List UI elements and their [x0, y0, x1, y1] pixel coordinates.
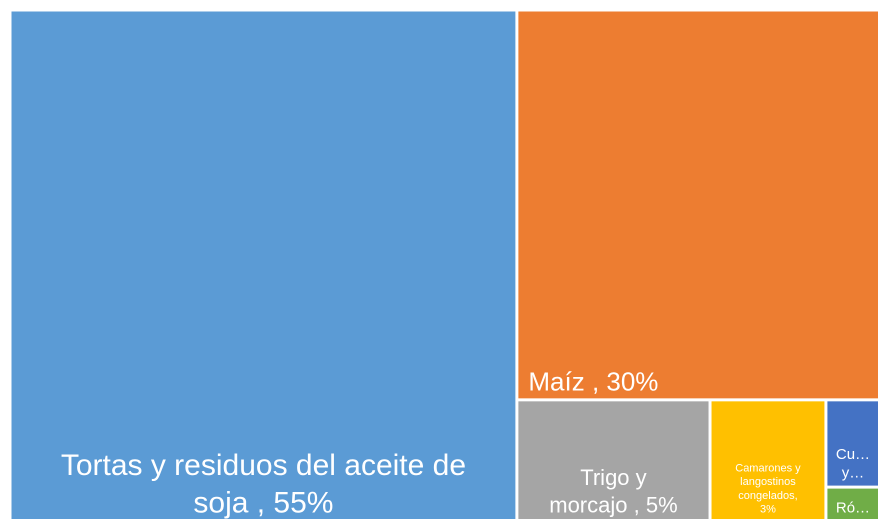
tile: [827, 488, 878, 519]
tile: [11, 11, 516, 519]
tile: [518, 11, 878, 399]
tile-label: soja , 55%: [193, 487, 333, 519]
tile-label: Ró…: [836, 500, 870, 517]
tile-label: Camarones y: [735, 462, 801, 474]
tile-label: Tortas y residuos del aceite de: [61, 449, 466, 482]
tile-label: morcajo , 5%: [549, 493, 677, 518]
tile: [518, 401, 709, 519]
tile-label: y…: [842, 465, 865, 482]
tile-label: 3%: [760, 504, 776, 516]
tile-label: langostinos: [740, 476, 796, 488]
tile-label: Maíz , 30%: [528, 366, 658, 396]
tile-label: Trigo y: [580, 465, 646, 490]
tile: [711, 401, 825, 519]
tile: [827, 401, 878, 486]
tile-label: congelados,: [738, 490, 797, 502]
tile-label: Cu…: [836, 446, 870, 463]
